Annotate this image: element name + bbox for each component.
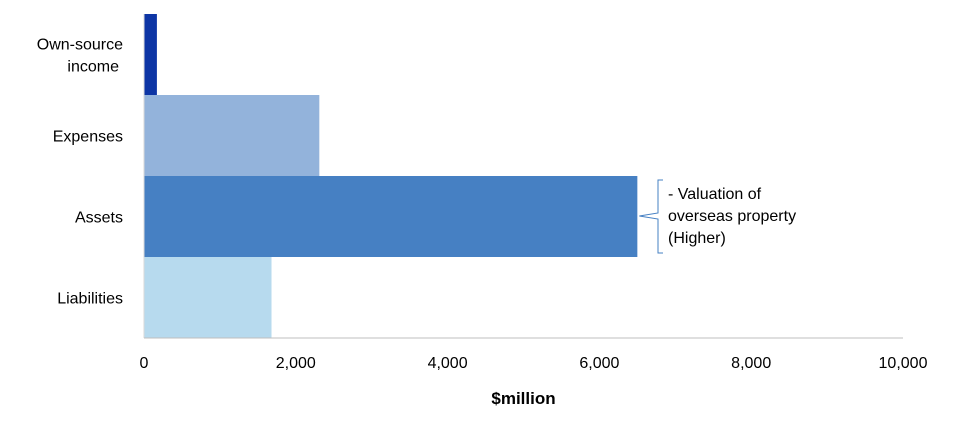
x-tick-label-5: 10,000 bbox=[879, 355, 928, 372]
category-label-3: Liabilities bbox=[57, 291, 123, 308]
x-tick-label-3: 6,000 bbox=[579, 355, 619, 372]
x-tick-label-4: 8,000 bbox=[731, 355, 771, 372]
bar-3 bbox=[144, 257, 272, 338]
category-label-0: Own-source income bbox=[37, 37, 123, 76]
category-label-2: Assets bbox=[75, 210, 123, 227]
x-tick-label-0: 0 bbox=[140, 355, 149, 372]
bar-2 bbox=[144, 176, 638, 257]
annotation-bracket bbox=[639, 179, 663, 254]
bar-1 bbox=[144, 95, 320, 176]
x-tick-label-1: 2,000 bbox=[276, 355, 316, 372]
bar-0 bbox=[144, 14, 157, 95]
x-axis-title: $million bbox=[491, 389, 555, 408]
category-label-1: Expenses bbox=[53, 129, 123, 146]
x-tick-label-2: 4,000 bbox=[428, 355, 468, 372]
annotation-text: - Valuation of overseas property (Higher) bbox=[668, 186, 796, 247]
